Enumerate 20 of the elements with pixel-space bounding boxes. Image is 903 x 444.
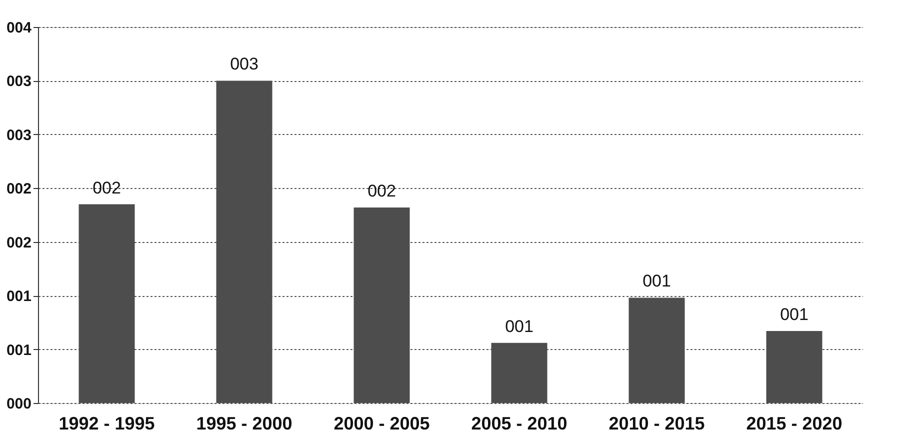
x-tick-label: 1992 - 1995 [58, 414, 155, 434]
x-tick-label: 1995 - 2000 [196, 414, 292, 434]
y-tick-label: 001 [6, 288, 32, 306]
data-label: 001 [505, 316, 534, 336]
data-label: 002 [92, 178, 121, 198]
data-label: 001 [642, 272, 671, 291]
y-tick-label: 000 [6, 396, 32, 412]
x-tick-label: 2000 - 2005 [334, 414, 430, 434]
x-tick-label: 2015 - 2020 [746, 414, 842, 434]
data-label: 003 [230, 54, 258, 74]
y-tick-label: 003 [6, 73, 32, 90]
y-tick-label: 002 [6, 234, 32, 252]
y-tick-label: 004 [6, 20, 32, 36]
data-label: 002 [368, 181, 396, 200]
y-tick-label: 002 [6, 180, 32, 198]
x-tick-label: 2010 - 2015 [608, 414, 705, 434]
y-tick-label: 003 [6, 126, 32, 144]
x-tick-label: 2005 - 2010 [471, 414, 568, 434]
data-label: 001 [780, 305, 808, 324]
y-tick-label: 001 [6, 342, 32, 359]
